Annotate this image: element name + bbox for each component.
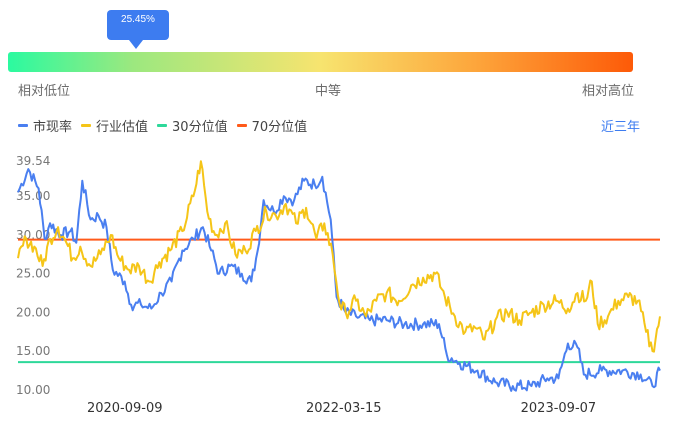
legend-item-p30[interactable]: 30分位值: [157, 116, 228, 135]
legend-swatch-p70: [236, 124, 247, 127]
y-tick-label: 35.00: [16, 189, 50, 203]
legend-label-industry: 行业估值: [96, 120, 149, 135]
legend-item-industry[interactable]: 行业估值: [81, 116, 148, 135]
reference-lines: [18, 238, 660, 364]
percentile-tooltip: 25.45%: [107, 10, 169, 40]
series-line-pcf: [17, 168, 661, 392]
legend-swatch-industry: [81, 124, 92, 127]
chart-legend: 市现率 行业估值 30分位值 70分位值: [18, 116, 316, 135]
y-tick-label: 15.00: [16, 344, 50, 358]
x-axis-ticks: 2020-09-09 2022-03-15 2023-09-07: [87, 401, 596, 416]
valuation-gradient-bar: [8, 52, 633, 72]
y-tick-label: 39.54: [16, 154, 50, 168]
legend-swatch-p30: [157, 124, 168, 127]
period-selector[interactable]: 近三年: [600, 120, 640, 135]
legend-item-p70[interactable]: 70分位值: [236, 116, 308, 135]
legend-label-p30: 30分位值: [172, 120, 228, 135]
legend-item-pcf[interactable]: 市现率: [18, 116, 72, 135]
series-line-industry: [17, 160, 661, 353]
scale-low-label: 相对低位: [18, 84, 71, 99]
scale-mid-label: 中等: [315, 84, 342, 99]
y-tick-label: 10.00: [16, 383, 50, 397]
x-tick-label: 2023-09-07: [521, 401, 597, 416]
legend-label-p70: 70分位值: [251, 120, 308, 135]
y-tick-label: 25.00: [16, 267, 50, 281]
x-tick-label: 2020-09-09: [87, 401, 163, 416]
x-tick-label: 2022-03-15: [306, 401, 382, 416]
legend-swatch-pcf: [18, 124, 28, 127]
legend-label-pcf: 市现率: [33, 120, 73, 135]
y-tick-label: 20.00: [16, 305, 50, 319]
series-lines: [17, 160, 661, 392]
scale-high-label: 相对高位: [582, 84, 635, 99]
tooltip-arrow: [129, 40, 143, 49]
